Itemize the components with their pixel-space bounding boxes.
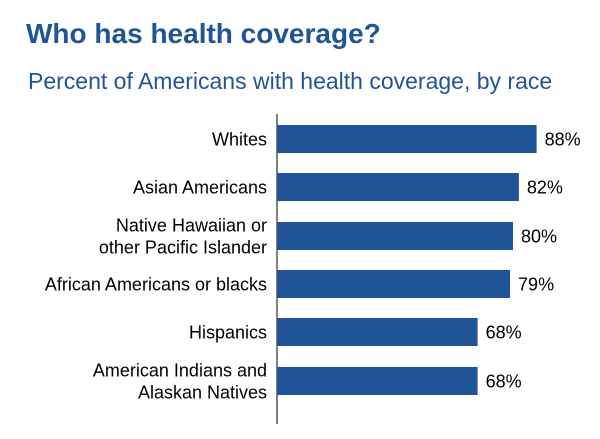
category-label: Asian Americans [133, 178, 267, 198]
chart-subtitle: Percent of Americans with health coverag… [28, 68, 553, 94]
bar [277, 222, 513, 250]
category-label: African Americans or blacks [45, 275, 267, 295]
bar-value-label: 80% [521, 227, 557, 247]
bar-value-label: 68% [486, 372, 522, 392]
bar-value-label: 82% [527, 178, 563, 198]
chart-title: Who has health coverage? [26, 18, 381, 49]
bar [277, 125, 537, 153]
bar [277, 270, 511, 298]
bar [277, 367, 478, 395]
category-label: Native Hawaiian or [116, 216, 267, 236]
category-label: Whites [212, 130, 267, 150]
bar-value-label: 79% [518, 275, 554, 295]
bar [277, 173, 519, 201]
bar-value-label: 68% [486, 323, 522, 343]
bar [277, 318, 478, 346]
category-label: American Indians and [93, 361, 267, 381]
category-label: other Pacific Islander [99, 238, 267, 258]
category-label: Alaskan Natives [138, 383, 267, 403]
bar-value-label: 88% [545, 130, 581, 150]
category-label: Hispanics [189, 323, 267, 343]
